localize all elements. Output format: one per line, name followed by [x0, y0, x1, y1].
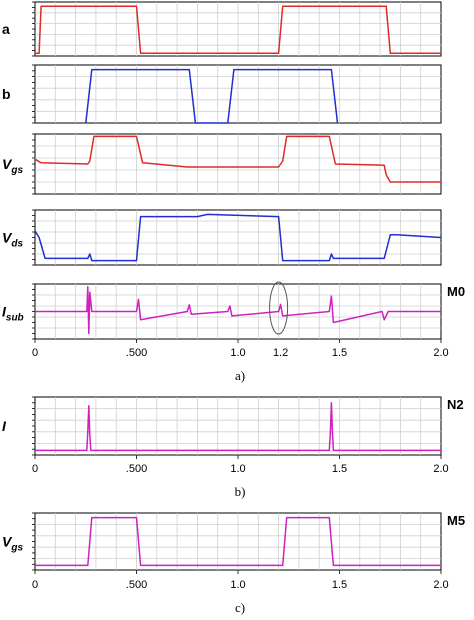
x-tick-label: 2.0 — [433, 463, 448, 475]
x-tick-label: 1.5 — [332, 579, 347, 591]
signal-label-i: I — [2, 418, 7, 434]
x-tick-label: .500 — [126, 579, 147, 591]
signal-traces — [34, 5, 442, 567]
x-tick-label: 1.5 — [332, 347, 347, 359]
trace-tag-isub: M0 — [447, 284, 465, 299]
x-tick-label: 2.0 — [433, 347, 448, 359]
x-tick-label: .500 — [126, 463, 147, 475]
annotation-label: 1.2 — [273, 347, 288, 359]
x-tick-label: 1.0 — [230, 579, 245, 591]
x-tick-label: 2.0 — [433, 579, 448, 591]
trace-vgs2 — [35, 516, 441, 567]
annotation-ellipse — [269, 281, 289, 335]
trace-tag-i: N2 — [447, 397, 464, 412]
x-tick-label: 1.0 — [230, 347, 245, 359]
trace-i — [35, 402, 441, 452]
x-tick-label: 1.5 — [332, 463, 347, 475]
panel-caption-a: a) — [235, 368, 245, 383]
x-tick-label: .500 — [126, 347, 147, 359]
plot-frames — [32, 1, 442, 574]
panel-caption-b: b) — [235, 484, 246, 499]
trace-tag-vgs2: M5 — [447, 513, 465, 528]
x-tick-label: 0 — [32, 347, 38, 359]
trace-a — [35, 5, 441, 55]
x-tick-label: 0 — [32, 463, 38, 475]
signal-label-isub: Isub — [2, 304, 24, 324]
x-tick-label: 0 — [32, 579, 38, 591]
signal-label-b: b — [2, 86, 11, 102]
signal-label-vgs2: Vgs — [2, 534, 23, 554]
signal-label-a: a — [2, 21, 10, 37]
panel-caption-c: c) — [235, 600, 245, 615]
signal-label-vgs: Vgs — [2, 156, 23, 176]
trace-isub — [35, 286, 441, 335]
labels: a b Vgs Vds Isub M0 0 .500 1.0 1.5 2.0 a) 1.2 I N2 0 .50… — [2, 21, 465, 615]
x-tick-label: 1.0 — [230, 463, 245, 475]
trace-vds — [34, 213, 442, 262]
trace-b — [85, 68, 339, 124]
trace-vgs — [34, 135, 441, 183]
signal-label-vds: Vds — [2, 230, 23, 250]
